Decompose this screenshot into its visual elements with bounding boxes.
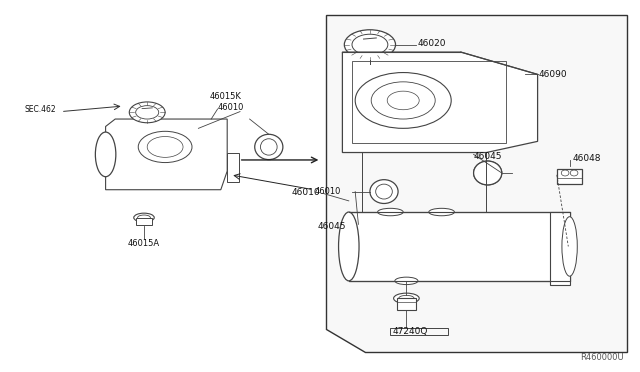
- Circle shape: [129, 102, 165, 123]
- Bar: [352, 58, 388, 63]
- Ellipse shape: [339, 212, 359, 281]
- Ellipse shape: [394, 293, 419, 304]
- Polygon shape: [342, 52, 538, 153]
- Bar: [550, 212, 570, 285]
- Text: 46015K: 46015K: [210, 92, 242, 101]
- Ellipse shape: [370, 180, 398, 203]
- Ellipse shape: [95, 132, 116, 177]
- Text: 46090: 46090: [539, 70, 568, 79]
- Text: 46045: 46045: [474, 152, 502, 161]
- Text: 47240Q: 47240Q: [392, 327, 428, 336]
- Ellipse shape: [429, 208, 454, 216]
- Bar: [390, 328, 448, 335]
- Text: 46010: 46010: [315, 187, 341, 196]
- Bar: [349, 212, 570, 281]
- Ellipse shape: [395, 277, 418, 285]
- Ellipse shape: [378, 208, 403, 216]
- Bar: [352, 61, 506, 143]
- Bar: [136, 218, 152, 225]
- Bar: [227, 153, 239, 182]
- Ellipse shape: [474, 161, 502, 185]
- Ellipse shape: [255, 134, 283, 160]
- Text: 46045: 46045: [317, 222, 346, 231]
- Circle shape: [344, 30, 396, 60]
- Text: 46010: 46010: [218, 103, 244, 112]
- Ellipse shape: [562, 217, 577, 276]
- Text: 46010: 46010: [291, 188, 320, 197]
- Bar: [397, 298, 416, 310]
- Bar: [557, 169, 582, 184]
- Text: R460000U: R460000U: [580, 353, 624, 362]
- Ellipse shape: [474, 161, 502, 185]
- Text: SEC.462: SEC.462: [24, 105, 56, 114]
- Text: 46015A: 46015A: [128, 239, 160, 248]
- Text: 46048: 46048: [573, 154, 602, 163]
- Polygon shape: [326, 15, 627, 352]
- Text: 46020: 46020: [417, 39, 446, 48]
- Ellipse shape: [134, 213, 154, 222]
- Polygon shape: [106, 119, 227, 190]
